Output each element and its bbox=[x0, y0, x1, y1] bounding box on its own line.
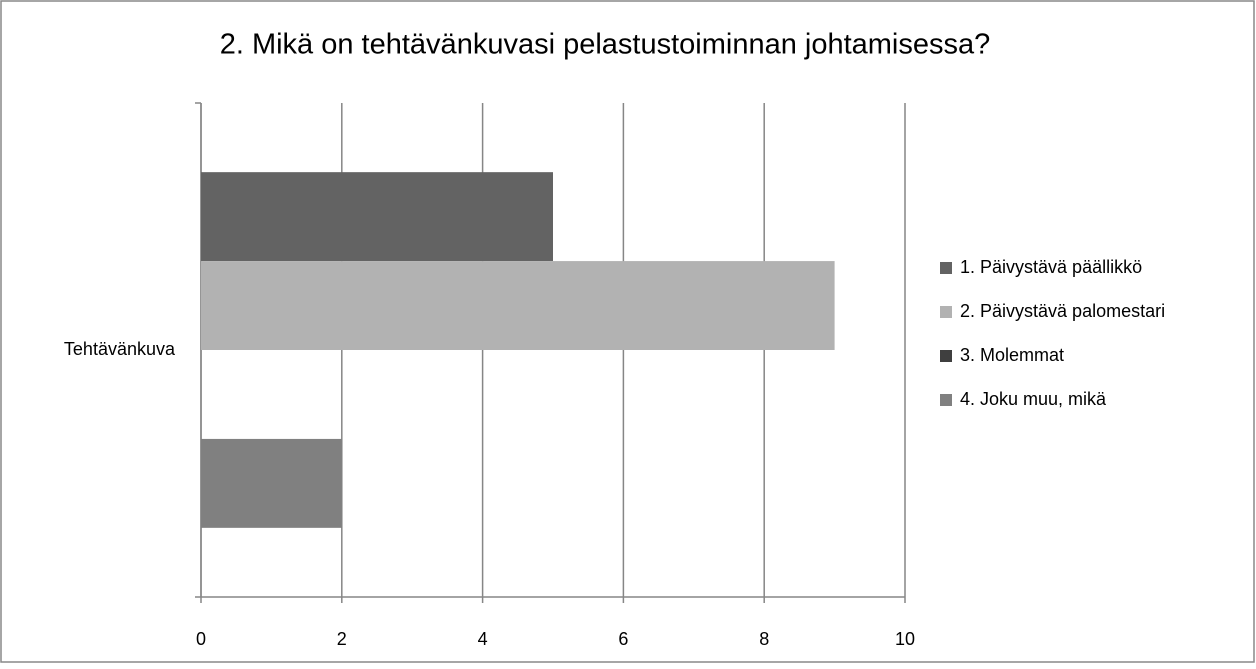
x-tick-label: 2 bbox=[337, 629, 347, 649]
legend-label: 2. Päivystävä palomestari bbox=[960, 301, 1165, 321]
legend-swatch bbox=[940, 262, 952, 274]
legend-label: 3. Molemmat bbox=[960, 345, 1064, 365]
chart-title: 2. Mikä on tehtävänkuvasi pelastustoimin… bbox=[220, 29, 991, 61]
x-tick-label: 6 bbox=[618, 629, 628, 649]
legend-swatch bbox=[940, 394, 952, 406]
legend-swatch bbox=[940, 350, 952, 362]
x-tick-label: 8 bbox=[759, 629, 769, 649]
x-tick-label: 0 bbox=[196, 629, 206, 649]
y-tick-label: Tehtävänkuva bbox=[64, 339, 176, 359]
bar bbox=[201, 261, 835, 350]
bar bbox=[201, 438, 342, 528]
legend-label: 1. Päivystävä päällikkö bbox=[960, 257, 1142, 277]
bar bbox=[201, 172, 553, 262]
legend-label: 4. Joku muu, mikä bbox=[960, 389, 1107, 409]
legend-swatch bbox=[940, 306, 952, 318]
x-tick-label: 4 bbox=[478, 629, 488, 649]
x-tick-label: 10 bbox=[895, 629, 915, 649]
